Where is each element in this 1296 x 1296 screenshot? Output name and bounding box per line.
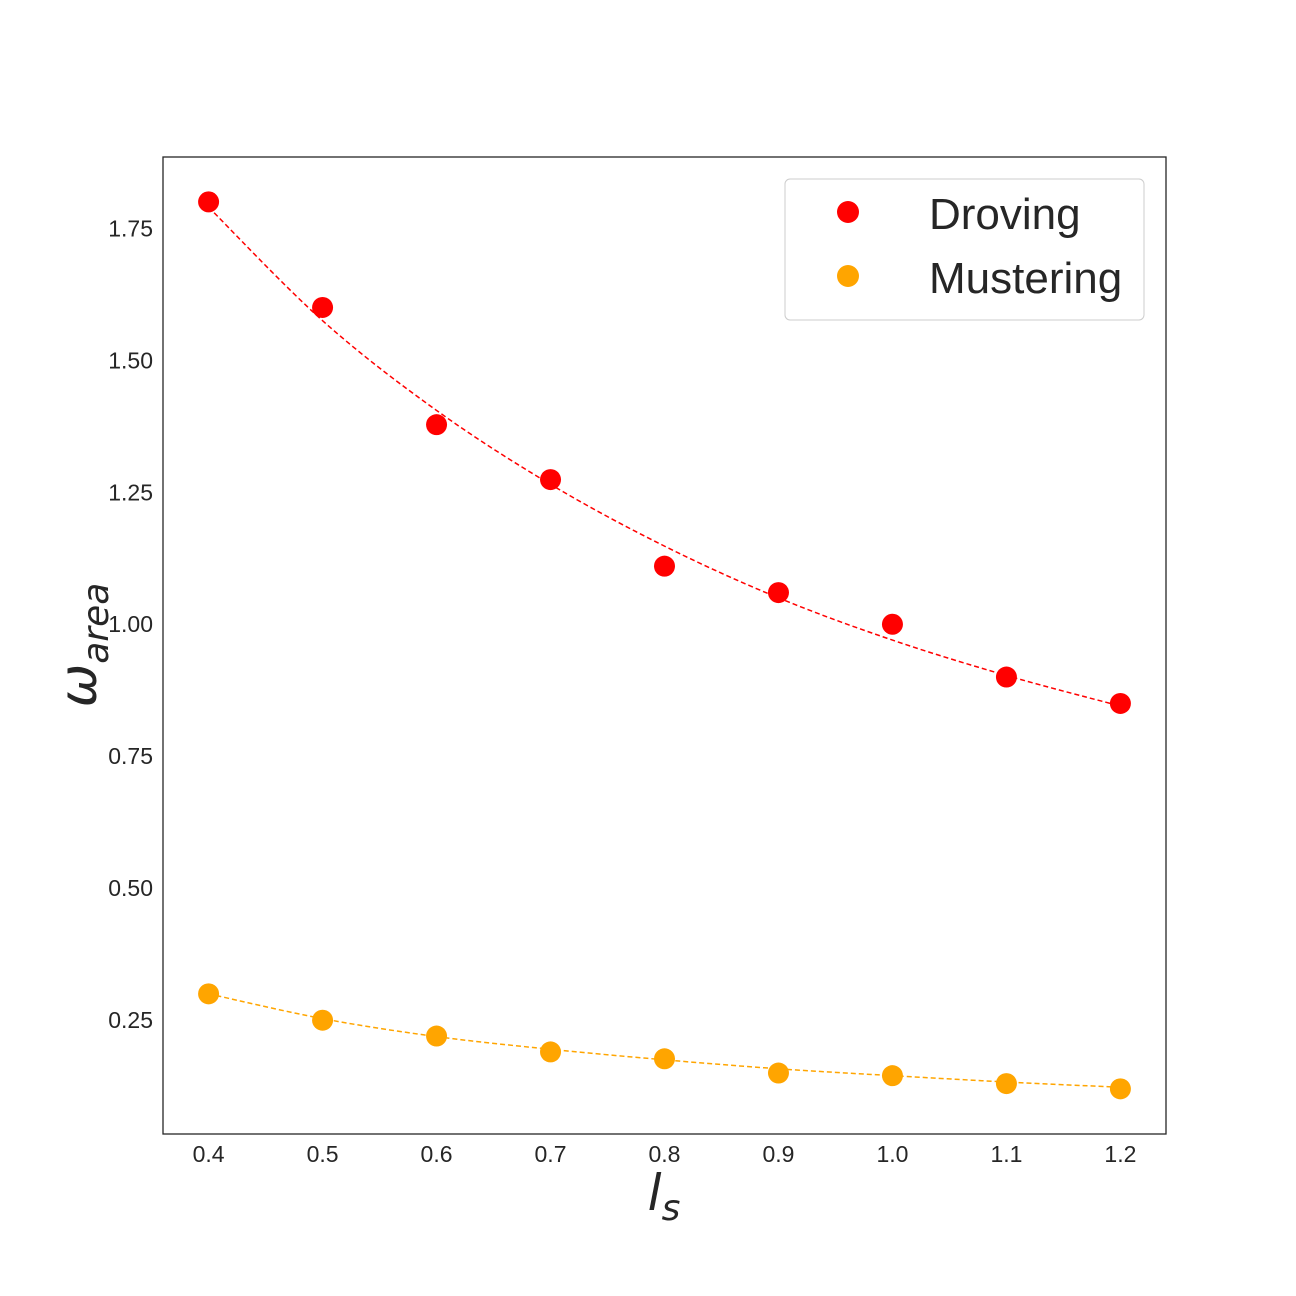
- point-mustering-2: [426, 1025, 448, 1047]
- fit-line-droving: [208, 206, 1121, 707]
- x-tick-label: 0.5: [307, 1141, 339, 1167]
- fit-lines: [208, 206, 1121, 1089]
- legend-marker-droving: [837, 201, 859, 223]
- y-tick-label: 0.25: [108, 1007, 153, 1033]
- point-droving-7: [995, 666, 1017, 688]
- legend-label-droving: Droving: [929, 190, 1081, 239]
- x-axis-label-base: l: [648, 1164, 662, 1222]
- y-tick-label: 1.25: [108, 479, 153, 505]
- x-tick-label: 1.0: [876, 1141, 908, 1167]
- point-mustering-0: [198, 983, 220, 1005]
- y-tick-label: 0.50: [108, 875, 153, 901]
- point-droving-0: [198, 191, 220, 213]
- y-tick-label: 1.75: [108, 215, 153, 241]
- legend: Droving Mustering: [784, 178, 1145, 321]
- point-mustering-7: [995, 1073, 1017, 1095]
- y-axis-ticks: 0.25 0.50 0.75 1.00 1.25 1.50 1.75: [108, 215, 153, 1033]
- point-droving-8: [1109, 692, 1131, 714]
- point-mustering-4: [654, 1048, 675, 1070]
- point-mustering-1: [312, 1009, 334, 1031]
- fit-line-mustering: [208, 993, 1121, 1089]
- x-tick-label: 0.9: [762, 1141, 794, 1167]
- x-axis-label-sub: s: [662, 1188, 681, 1229]
- point-droving-1: [312, 296, 334, 318]
- y-tick-label: 1.00: [108, 611, 153, 637]
- legend-frame: [784, 178, 1145, 321]
- y-axis-label-base: ω: [49, 664, 109, 708]
- x-axis-ticks: 0.4 0.5 0.6 0.7 0.8 0.9 1.0 1.1 1.2: [193, 1141, 1137, 1167]
- x-axis-label: ls: [648, 1164, 681, 1229]
- legend-label-mustering: Mustering: [929, 254, 1122, 303]
- data-points: [198, 191, 1131, 1100]
- legend-marker-mustering: [837, 265, 859, 287]
- x-tick-label: 0.7: [535, 1141, 567, 1167]
- y-axis-label: ωarea: [49, 583, 117, 708]
- point-droving-3: [540, 469, 562, 491]
- x-tick-label: 0.4: [193, 1141, 225, 1167]
- x-tick-label: 1.1: [990, 1141, 1022, 1167]
- point-mustering-8: [1109, 1078, 1131, 1100]
- point-droving-4: [654, 555, 675, 577]
- x-tick-label: 0.6: [421, 1141, 453, 1167]
- y-axis-label-sub: area: [76, 583, 117, 664]
- x-tick-label: 1.2: [1104, 1141, 1136, 1167]
- y-tick-label: 0.75: [108, 743, 153, 769]
- y-tick-label: 1.50: [108, 347, 153, 373]
- point-droving-5: [767, 582, 789, 604]
- point-mustering-6: [881, 1065, 903, 1087]
- point-mustering-5: [767, 1062, 789, 1084]
- x-tick-label: 0.8: [649, 1141, 681, 1167]
- point-droving-2: [426, 414, 448, 436]
- point-droving-6: [881, 613, 903, 635]
- point-mustering-3: [540, 1041, 562, 1063]
